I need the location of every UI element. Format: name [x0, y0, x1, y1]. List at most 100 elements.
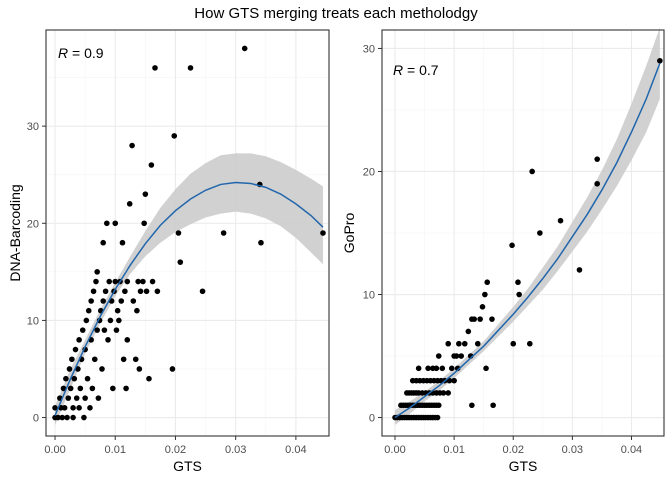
data-point [471, 316, 478, 322]
data-point [477, 316, 483, 322]
data-point [102, 288, 109, 295]
fit-line [394, 62, 661, 419]
data-point [320, 230, 326, 236]
data-point [130, 298, 137, 304]
data-point [489, 316, 495, 322]
data-point [510, 340, 517, 347]
data-points [52, 45, 326, 421]
data-point [439, 365, 446, 372]
data-point [63, 375, 69, 382]
fit-line [54, 181, 324, 416]
panel-gopro: 0.00 0.01 0.02 0.03 0.04 0 10 20 30 GTS GoPro R = 0… [341, 27, 665, 474]
data-point [75, 366, 81, 372]
data-point [479, 304, 486, 310]
data-point [482, 291, 488, 298]
data-point [123, 385, 129, 392]
data-point [137, 288, 144, 295]
y-tick-label: 30 [27, 121, 39, 133]
data-point [175, 230, 182, 236]
data-point [119, 239, 126, 246]
data-point [453, 353, 460, 359]
y-tick-label: 0 [369, 413, 375, 425]
data-point [594, 156, 600, 162]
y-axis-title: DNA-Barcoding [7, 184, 23, 281]
data-point [509, 242, 515, 249]
data-point [77, 385, 84, 392]
data-point [516, 291, 522, 298]
data-point [120, 356, 127, 363]
x-tick-label: 0.04 [621, 444, 642, 456]
data-point [171, 133, 178, 139]
y-tick-label: 20 [363, 166, 375, 178]
data-point [448, 365, 455, 372]
data-point [126, 201, 133, 207]
data-point [82, 395, 88, 401]
x-tick-label: 0.03 [562, 444, 583, 456]
data-point [89, 385, 96, 392]
data-point [142, 191, 149, 197]
confidence-ribbon [55, 153, 323, 426]
x-axis-title: GTS [173, 458, 202, 474]
data-point [67, 385, 74, 392]
data-point [81, 414, 87, 421]
data-point [199, 288, 206, 295]
data-point [70, 414, 76, 421]
data-point [84, 375, 91, 382]
data-point [79, 327, 86, 333]
data-point [169, 366, 176, 372]
data-point [73, 395, 80, 401]
data-point [90, 288, 97, 295]
data-point [70, 405, 76, 411]
data-point [143, 288, 150, 295]
data-point [122, 288, 128, 295]
data-point [85, 307, 92, 314]
panel-background [46, 30, 329, 436]
data-point [515, 279, 521, 286]
data-point [148, 162, 155, 168]
y-tick-label: 30 [363, 43, 375, 55]
x-tick-label: 0.03 [225, 444, 246, 456]
data-point [61, 405, 68, 411]
x-tick-label: 0.01 [443, 444, 464, 456]
data-point [529, 168, 535, 175]
data-point [220, 230, 227, 236]
y-tick-label: 10 [27, 315, 39, 327]
data-point [60, 385, 67, 392]
data-point [458, 353, 465, 359]
data-point [91, 356, 98, 363]
data-point [124, 337, 131, 343]
data-point [456, 340, 462, 347]
x-tick-label: 0.01 [105, 444, 126, 456]
data-point [110, 385, 116, 392]
data-point [71, 375, 78, 382]
data-point [425, 365, 431, 372]
data-point [149, 278, 156, 285]
correlation-value: = 0.9 [68, 45, 104, 61]
data-point [113, 327, 120, 333]
chart-title: How GTS merging treats each metholodgy [194, 5, 478, 22]
data-point [140, 278, 146, 285]
data-point [134, 307, 140, 314]
data-point [132, 356, 139, 363]
correlation-label: R = 0.9 [58, 45, 104, 61]
data-point [94, 327, 100, 333]
data-point [59, 414, 66, 421]
data-point [87, 405, 93, 411]
x-tick-label: 0.02 [165, 444, 186, 456]
data-point [69, 356, 75, 363]
data-point [527, 340, 533, 347]
data-point [112, 220, 119, 227]
data-point [594, 180, 600, 187]
data-point [490, 402, 496, 409]
data-point [177, 259, 184, 265]
data-point [435, 402, 442, 409]
data-point [65, 395, 72, 401]
data-point [104, 220, 110, 227]
data-point [93, 278, 99, 285]
x-tick-label: 0.04 [285, 444, 306, 456]
correlation-value: = 0.7 [403, 62, 439, 78]
data-point [76, 405, 82, 411]
data-point [88, 298, 94, 304]
panel-border [45, 29, 330, 437]
